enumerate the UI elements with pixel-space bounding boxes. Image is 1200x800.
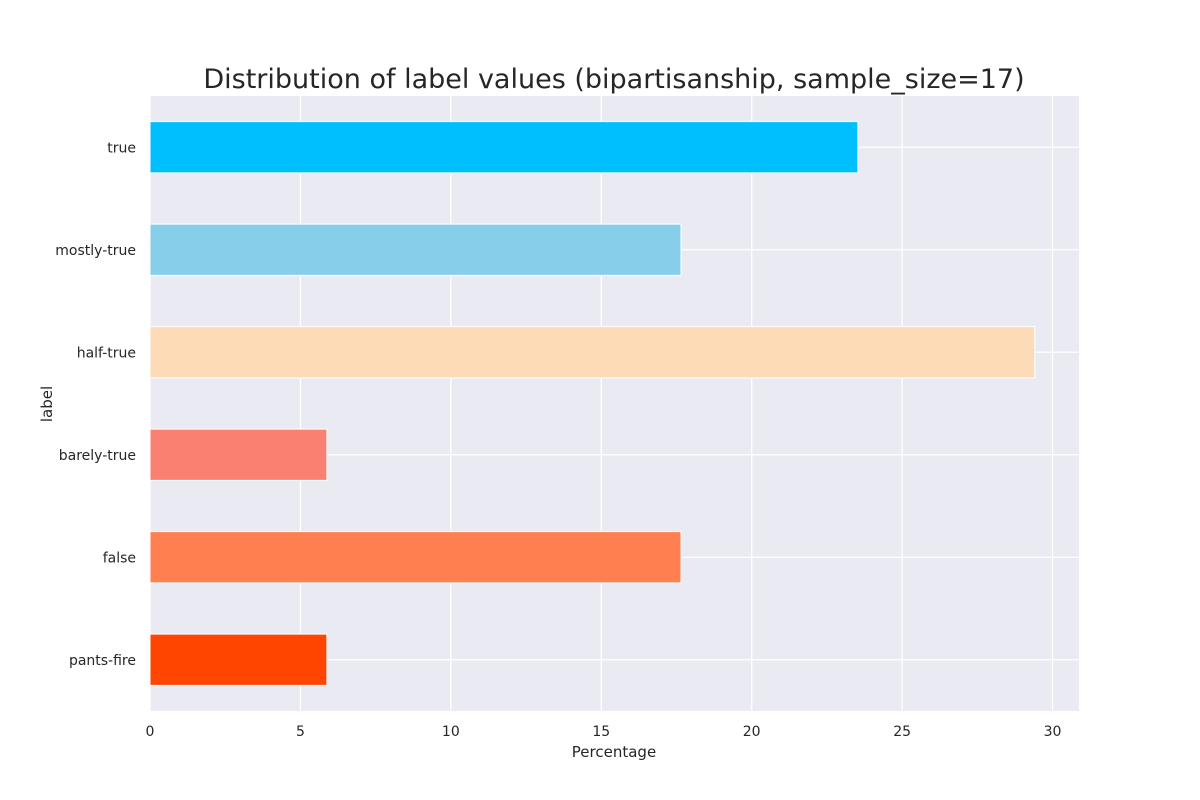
x-tick-label: 10 — [442, 724, 460, 740]
y-tick-label: false — [103, 550, 136, 566]
x-tick-label: 20 — [743, 724, 761, 740]
bars — [149, 121, 1036, 686]
y-tick-label: pants-fire — [69, 653, 136, 669]
chart-title: Distribution of label values (bipartisan… — [203, 64, 1024, 95]
y-tick-label: barely-true — [59, 448, 136, 464]
bar-false — [149, 531, 682, 584]
x-axis-label: Percentage — [572, 743, 656, 761]
x-tick-label: 5 — [296, 724, 305, 740]
x-tick-label: 0 — [146, 724, 155, 740]
x-tick-labels: 0 5 10 15 20 25 30 — [146, 724, 1062, 740]
bar-barely-true — [149, 428, 328, 481]
y-tick-labels: true mostly-true half-true barely-true false… — [55, 140, 136, 669]
x-tick-label: 25 — [893, 724, 911, 740]
x-tick-label: 30 — [1044, 724, 1062, 740]
bar-mostly-true — [149, 223, 682, 276]
x-tick-label: 15 — [592, 724, 610, 740]
y-axis-label: label — [38, 386, 56, 422]
y-tick-label: half-true — [77, 345, 136, 361]
bar-true — [149, 121, 859, 174]
plot-area — [150, 96, 1079, 711]
bar-pants-fire — [149, 633, 328, 686]
y-tick-label: true — [107, 140, 136, 156]
y-tick-label: mostly-true — [55, 243, 136, 259]
bar-half-true — [149, 326, 1036, 379]
